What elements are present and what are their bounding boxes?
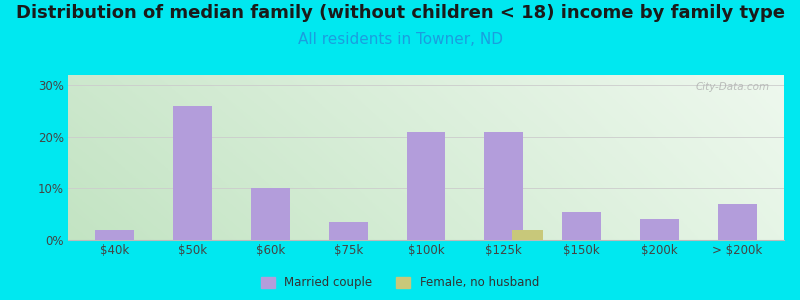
Text: All residents in Towner, ND: All residents in Towner, ND [298,32,502,46]
Bar [512,230,542,240]
Text: Distribution of median family (without children < 18) income by family type: Distribution of median family (without c… [15,4,785,22]
Text: City-Data.com: City-Data.com [695,82,770,92]
Bar [484,132,523,240]
Bar [95,230,134,240]
Legend: Married couple, Female, no husband: Married couple, Female, no husband [256,272,544,294]
Bar [173,106,212,240]
Bar [329,222,368,240]
Bar [640,219,679,240]
Bar [406,132,446,240]
Bar [562,212,601,240]
Bar [718,204,757,240]
Bar [251,188,290,240]
